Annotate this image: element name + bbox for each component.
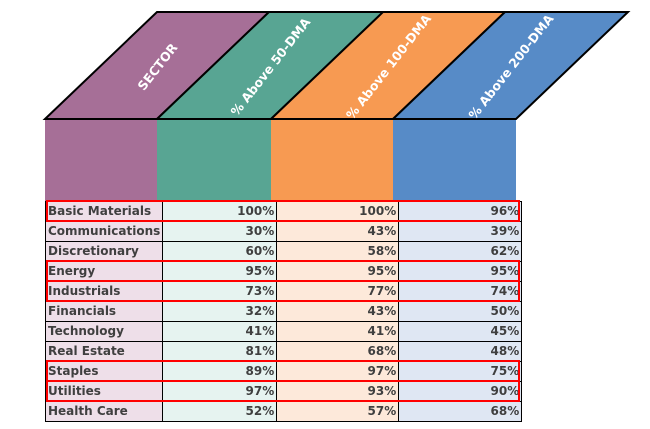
dma100-cell: 93%	[276, 381, 400, 402]
dma50-cell: 97%	[162, 381, 278, 402]
header-dma200-slant	[390, 11, 631, 120]
header-sector-block	[45, 120, 157, 201]
dma200-cell: 90%	[398, 381, 523, 402]
dma200-cell: 45%	[398, 321, 523, 342]
dma100-cell: 43%	[276, 221, 400, 242]
sector-cell: Energy	[44, 261, 164, 282]
table-row: Industrials 73% 77% 74%	[44, 281, 523, 302]
dma50-cell: 30%	[162, 221, 278, 242]
dma100-cell: 95%	[276, 261, 400, 282]
dma200-cell: 96%	[398, 201, 523, 222]
header-dma100-block	[271, 120, 393, 201]
sector-cell: Discretionary	[44, 241, 164, 262]
dma200-cell: 95%	[398, 261, 523, 282]
sector-cell: Health Care	[44, 401, 164, 422]
table-header: SECTOR% Above 50-DMA% Above 100-DMA% Abo…	[42, 11, 631, 201]
dma100-cell: 100%	[276, 201, 400, 222]
dma50-cell: 89%	[162, 361, 278, 382]
sector-cell: Communications	[44, 221, 164, 242]
dma50-cell: 41%	[162, 321, 278, 342]
dma50-cell: 95%	[162, 261, 278, 282]
dma50-cell: 73%	[162, 281, 278, 302]
dma50-cell: 52%	[162, 401, 278, 422]
dma100-cell: 41%	[276, 321, 400, 342]
table-row: Staples 89% 97% 75%	[44, 361, 523, 382]
table-row: Basic Materials 100% 100% 96%	[44, 201, 523, 222]
dma200-cell: 48%	[398, 341, 523, 362]
sector-breadth-table: Basic Materials 100% 100% 96% Communications…	[44, 201, 523, 422]
sector-cell: Utilities	[44, 381, 164, 402]
dma200-cell: 62%	[398, 241, 523, 262]
dma200-cell: 39%	[398, 221, 523, 242]
table-row: Utilities 97% 93% 90%	[44, 381, 523, 402]
table-row: Technology 41% 41% 45%	[44, 321, 523, 342]
sector-cell: Technology	[44, 321, 164, 342]
dma50-cell: 100%	[162, 201, 278, 222]
table-row: Communications 30% 43% 39%	[44, 221, 523, 242]
dma50-cell: 60%	[162, 241, 278, 262]
dma50-cell: 32%	[162, 301, 278, 322]
sector-cell: Staples	[44, 361, 164, 382]
dma200-cell: 50%	[398, 301, 523, 322]
table-row: Financials 32% 43% 50%	[44, 301, 523, 322]
dma50-cell: 81%	[162, 341, 278, 362]
sector-cell: Financials	[44, 301, 164, 322]
table-row: Health Care 52% 57% 68%	[44, 401, 523, 422]
dma100-cell: 68%	[276, 341, 400, 362]
sector-cell: Industrials	[44, 281, 164, 302]
table-row: Discretionary 60% 58% 62%	[44, 241, 523, 262]
dma200-cell: 74%	[398, 281, 523, 302]
header-dma200-block	[393, 120, 516, 201]
dma100-cell: 43%	[276, 301, 400, 322]
dma200-cell: 68%	[398, 401, 523, 422]
dma200-cell: 75%	[398, 361, 523, 382]
header-dma50-block	[157, 120, 271, 201]
dma100-cell: 58%	[276, 241, 400, 262]
dma100-cell: 97%	[276, 361, 400, 382]
dma100-cell: 77%	[276, 281, 400, 302]
sector-cell: Basic Materials	[44, 201, 164, 222]
table-row: Energy 95% 95% 95%	[44, 261, 523, 282]
table-row: Real Estate 81% 68% 48%	[44, 341, 523, 362]
dma100-cell: 57%	[276, 401, 400, 422]
sector-cell: Real Estate	[44, 341, 164, 362]
